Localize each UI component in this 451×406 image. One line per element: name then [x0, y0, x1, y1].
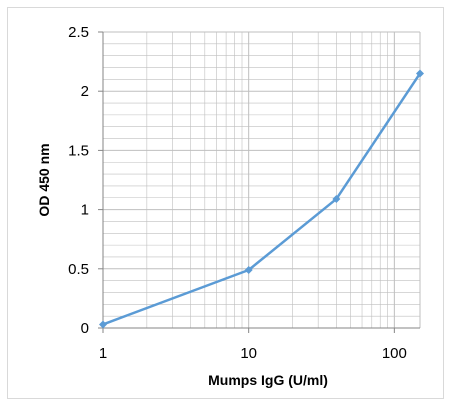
x-tick-label: 100	[382, 345, 407, 362]
y-tick-label: 1	[81, 202, 89, 219]
x-axis-title: Mumps IgG (U/ml)	[208, 372, 328, 388]
x-tick-label: 1	[99, 345, 107, 362]
tick-labels: 0 0.5 1 1.5 2 2.5 1 10 100	[68, 24, 407, 362]
grid	[103, 31, 421, 328]
series	[99, 69, 424, 329]
data-point	[99, 320, 107, 329]
y-tick-label: 0.5	[68, 261, 89, 278]
data-point	[416, 69, 424, 78]
y-tick-label: 2	[81, 83, 89, 100]
series-line	[102, 72, 422, 326]
y-tick-label: 2.5	[68, 24, 89, 41]
axes	[98, 31, 420, 333]
x-tick-label: 10	[240, 345, 257, 362]
chart-frame	[7, 7, 444, 399]
y-tick-label: 0	[81, 320, 89, 337]
y-axis-title: OD 450 nm	[36, 143, 52, 216]
y-tick-label: 1.5	[68, 142, 89, 159]
data-point	[244, 265, 253, 274]
data-point	[332, 194, 341, 203]
